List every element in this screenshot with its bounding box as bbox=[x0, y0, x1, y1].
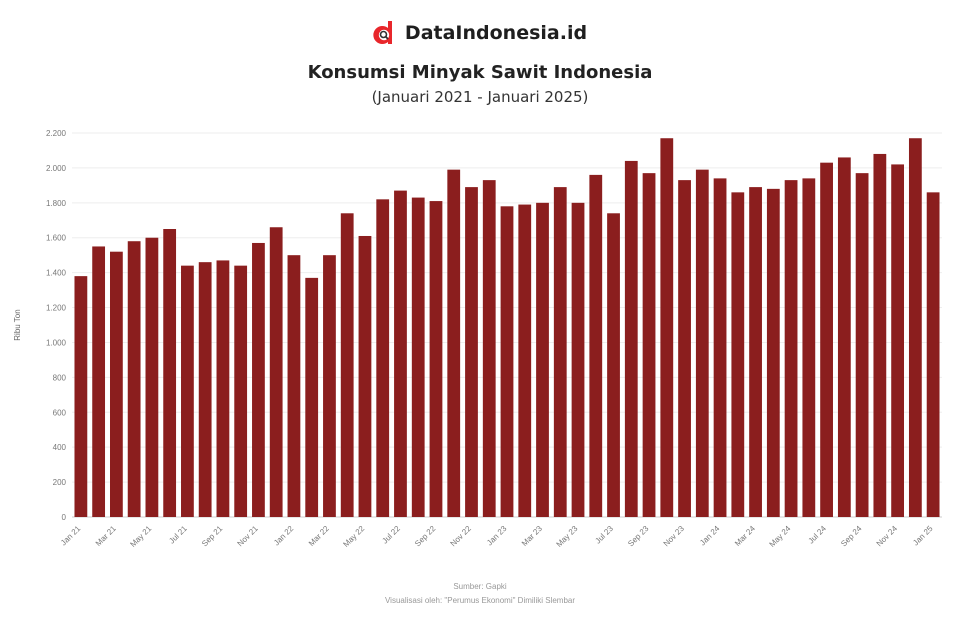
bar bbox=[784, 180, 798, 518]
y-tick-label: 200 bbox=[53, 478, 67, 487]
x-tick-label: Nov 23 bbox=[662, 524, 687, 549]
x-tick-label: Jan 24 bbox=[698, 524, 722, 548]
bar bbox=[855, 173, 869, 517]
x-tick-label: Sep 22 bbox=[413, 524, 438, 549]
brand-header: DataIndonesia.id bbox=[0, 20, 960, 46]
bar bbox=[820, 162, 833, 517]
bar bbox=[394, 190, 407, 517]
bar bbox=[713, 178, 727, 517]
bar bbox=[500, 206, 514, 517]
x-tick-label: May 24 bbox=[768, 524, 793, 549]
bar bbox=[482, 180, 496, 518]
x-tick-label: May 22 bbox=[341, 524, 366, 549]
dataindonesia-logo-icon bbox=[373, 21, 392, 44]
bar bbox=[553, 187, 567, 517]
bar bbox=[731, 192, 745, 517]
bar bbox=[518, 204, 532, 517]
x-tick-label: Sep 24 bbox=[839, 524, 864, 549]
bar bbox=[429, 201, 443, 517]
bar bbox=[660, 138, 674, 517]
y-tick-label: 2.000 bbox=[46, 164, 67, 173]
bar bbox=[163, 229, 177, 517]
bar bbox=[873, 153, 887, 518]
y-tick-label: 2.200 bbox=[46, 129, 67, 138]
x-tick-label: Jan 21 bbox=[59, 524, 83, 548]
bar bbox=[127, 241, 141, 517]
bar bbox=[802, 178, 816, 517]
bar bbox=[74, 276, 88, 517]
y-tick-label: 800 bbox=[53, 373, 67, 382]
bar bbox=[287, 255, 301, 517]
x-tick-label: Mar 23 bbox=[520, 524, 544, 548]
bar-chart: 0 200 400 600 800 1.000 1.200 1.400 1.600 1.800 2.… bbox=[13, 129, 942, 549]
bar bbox=[571, 202, 585, 517]
bar bbox=[198, 262, 212, 517]
bar bbox=[323, 255, 336, 517]
bars bbox=[74, 138, 940, 518]
bar bbox=[447, 169, 461, 517]
bar bbox=[252, 242, 265, 518]
bar bbox=[624, 160, 638, 517]
y-tick-label: 1.400 bbox=[46, 269, 67, 278]
bar bbox=[607, 213, 620, 518]
bar bbox=[926, 192, 940, 517]
x-tick-label: Jan 23 bbox=[485, 524, 509, 548]
bar bbox=[234, 265, 248, 517]
bar bbox=[92, 246, 106, 518]
x-tick-label: May 21 bbox=[128, 524, 153, 549]
y-tick-label: 1.200 bbox=[46, 304, 67, 313]
x-tick-label: Nov 24 bbox=[875, 524, 900, 549]
bar bbox=[837, 157, 851, 517]
x-tick-label: Mar 22 bbox=[307, 524, 331, 548]
x-tick-label: Jul 22 bbox=[380, 524, 402, 546]
bar bbox=[589, 174, 603, 517]
x-tick-label: Jul 21 bbox=[167, 524, 189, 546]
bar bbox=[908, 138, 922, 517]
y-tick-label: 400 bbox=[53, 443, 67, 452]
bar bbox=[216, 260, 230, 517]
bar bbox=[358, 235, 372, 517]
bar bbox=[109, 251, 123, 517]
bar bbox=[536, 202, 549, 517]
chart-title: Konsumsi Minyak Sawit Indonesia bbox=[307, 62, 653, 83]
y-axis-ticks: 0 200 400 600 800 1.000 1.200 1.400 1.600 1.800 2.… bbox=[46, 129, 67, 522]
brand-name: DataIndonesia.id bbox=[404, 22, 588, 44]
y-tick-label: 1.800 bbox=[46, 199, 67, 208]
bar bbox=[695, 169, 709, 517]
x-tick-label: Jan 25 bbox=[911, 524, 935, 548]
bar bbox=[766, 188, 780, 517]
bar bbox=[891, 164, 905, 517]
bar bbox=[305, 277, 319, 517]
y-tick-label: 1.000 bbox=[46, 338, 67, 347]
bar bbox=[269, 227, 283, 517]
x-tick-label: May 23 bbox=[555, 524, 580, 549]
bar bbox=[376, 199, 390, 517]
bar bbox=[411, 197, 425, 517]
x-tick-label: Mar 24 bbox=[733, 524, 757, 548]
x-tick-label: Nov 22 bbox=[449, 524, 474, 549]
x-tick-label: Jul 24 bbox=[807, 524, 829, 546]
x-tick-label: Sep 23 bbox=[626, 524, 651, 549]
y-tick-label: 600 bbox=[53, 408, 67, 417]
x-tick-label: Jul 23 bbox=[593, 524, 615, 546]
y-axis-label: Ribu Ton bbox=[13, 309, 22, 340]
bar bbox=[340, 213, 354, 518]
bar bbox=[749, 187, 762, 517]
bar bbox=[465, 187, 478, 517]
x-tick-label: Jan 22 bbox=[272, 524, 296, 548]
bar bbox=[181, 265, 194, 517]
bar bbox=[678, 180, 691, 518]
bar bbox=[642, 173, 656, 517]
chart-subtitle: (Januari 2021 - Januari 2025) bbox=[371, 88, 589, 106]
x-tick-label: Sep 21 bbox=[200, 524, 225, 549]
x-axis-ticks: Jan 21 Mar 21 May 21 Jul 21 Sep 21 Nov 21 Jan … bbox=[59, 524, 935, 549]
x-tick-label: Nov 21 bbox=[236, 524, 261, 549]
y-tick-label: 0 bbox=[62, 513, 67, 522]
y-tick-label: 1.600 bbox=[46, 234, 67, 243]
source-note: Sumber: Gapki bbox=[453, 582, 507, 591]
x-tick-label: Mar 21 bbox=[94, 524, 118, 548]
bar bbox=[145, 237, 159, 517]
credit-note: Visualisasi oleh: "Perumus Ekonomi" Dimi… bbox=[384, 596, 576, 605]
